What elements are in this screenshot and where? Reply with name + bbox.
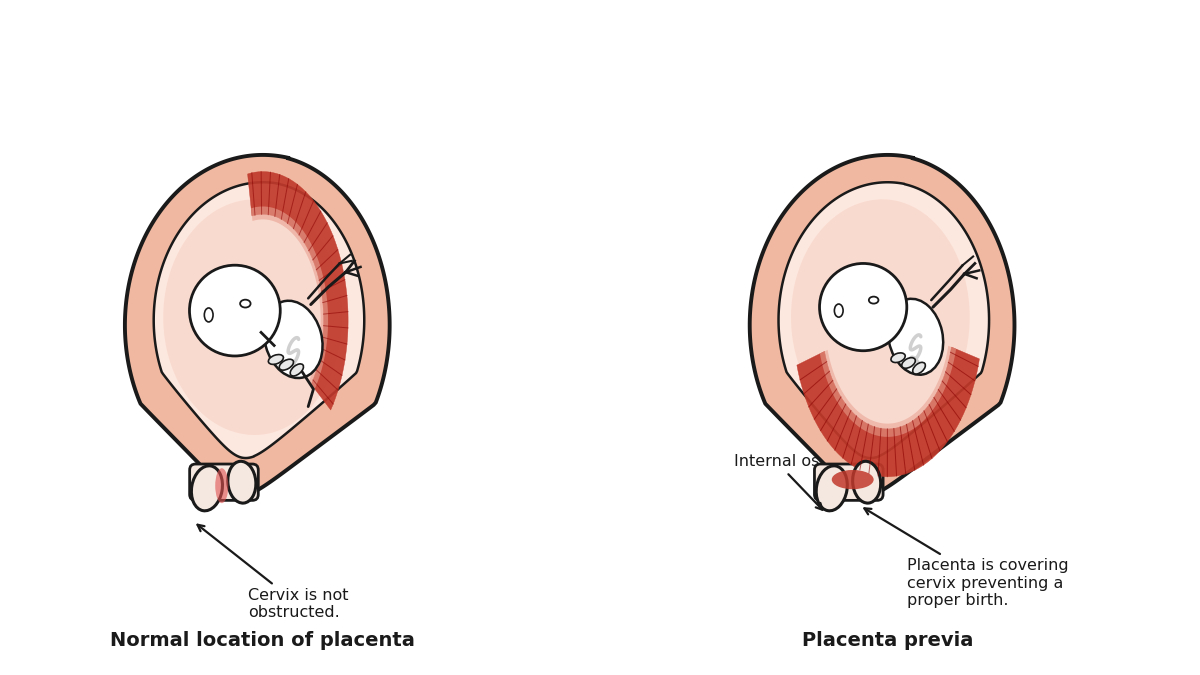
Ellipse shape [290, 364, 304, 376]
Polygon shape [820, 346, 956, 437]
FancyBboxPatch shape [815, 464, 883, 500]
Ellipse shape [834, 304, 844, 317]
Ellipse shape [913, 362, 925, 374]
Ellipse shape [890, 353, 905, 362]
Polygon shape [791, 199, 970, 435]
Ellipse shape [280, 359, 294, 370]
Ellipse shape [869, 296, 878, 304]
Ellipse shape [853, 461, 881, 503]
Text: Normal location of placenta: Normal location of placenta [110, 631, 415, 650]
Ellipse shape [901, 358, 916, 369]
FancyBboxPatch shape [190, 464, 258, 500]
Polygon shape [125, 155, 390, 495]
Ellipse shape [888, 299, 943, 375]
Ellipse shape [264, 301, 323, 378]
Polygon shape [154, 182, 365, 458]
Polygon shape [251, 207, 328, 389]
Ellipse shape [240, 300, 251, 308]
Text: Placenta previa: Placenta previa [802, 631, 973, 650]
Ellipse shape [191, 466, 222, 511]
Ellipse shape [215, 468, 228, 503]
Ellipse shape [816, 466, 847, 511]
Ellipse shape [269, 354, 283, 364]
Polygon shape [163, 199, 342, 435]
Polygon shape [750, 155, 1014, 495]
Text: Internal os: Internal os [734, 454, 822, 510]
Ellipse shape [832, 470, 874, 489]
Text: Placenta is covering
cervix preventing a
proper birth.: Placenta is covering cervix preventing a… [864, 508, 1069, 608]
Ellipse shape [228, 461, 256, 503]
Circle shape [190, 265, 281, 356]
Circle shape [820, 263, 907, 351]
Ellipse shape [204, 308, 214, 322]
Polygon shape [797, 347, 979, 477]
Polygon shape [247, 171, 348, 410]
Text: Cervix is not
obstructed.: Cervix is not obstructed. [198, 524, 348, 620]
Polygon shape [779, 182, 989, 458]
